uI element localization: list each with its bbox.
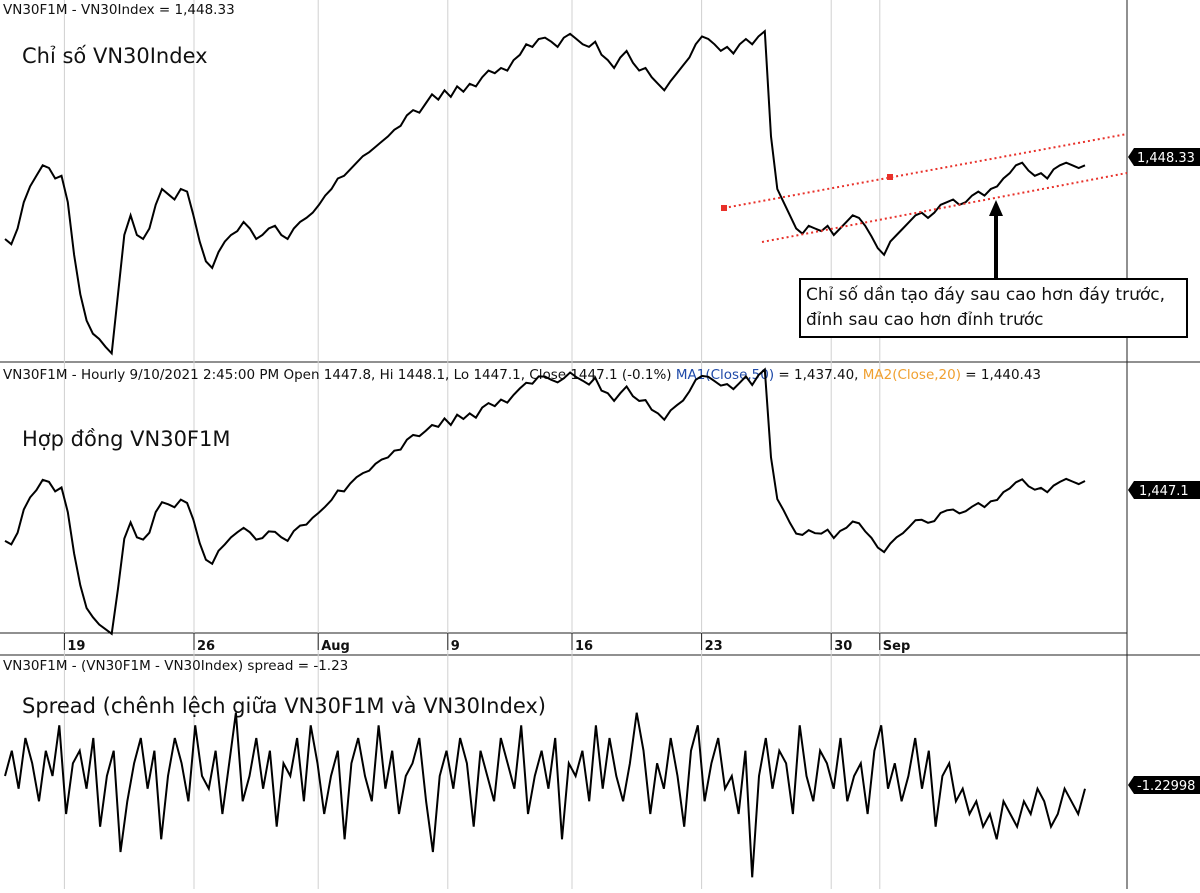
- x-tick-label: Sep: [883, 639, 911, 654]
- panel1-title: Chỉ số VN30Index: [22, 44, 208, 68]
- x-tick-label: 30: [834, 639, 852, 654]
- panel1-header: VN30F1M - VN30Index = 1,448.33: [3, 2, 235, 18]
- x-tick-label: 26: [197, 639, 215, 654]
- x-tick-label: 16: [575, 639, 593, 654]
- vn30index-line: [4, 29, 1086, 356]
- x-tick-label: 19: [67, 639, 85, 654]
- panel2-title: Hợp đồng VN30F1M: [22, 427, 231, 451]
- last-value-label-2: 1,447.1: [1139, 484, 1189, 499]
- x-tick-label: Aug: [321, 639, 350, 654]
- grid-layer: [63, 0, 881, 889]
- last-value-box-2: [1128, 481, 1200, 499]
- last-value-label-1: 1,448.33: [1137, 151, 1195, 166]
- last-value-box-3: [1128, 776, 1200, 794]
- annotation-arrow-head: [989, 200, 1003, 216]
- x-tick-layer: 19 26 Aug 9 16 23 30 Sep: [63, 633, 911, 654]
- panel3-title: Spread (chênh lệch giữa VN30F1M và VN30I…: [22, 694, 546, 718]
- panel2-header: VN30F1M - Hourly 9/10/2021 2:45:00 PM Op…: [3, 367, 1041, 383]
- annotation-box: [799, 278, 1188, 338]
- trend-lower-line: [761, 172, 1128, 243]
- annotation-line-2: đỉnh sau cao hơn đỉnh trước: [806, 310, 1044, 330]
- trend-upper-line: [723, 133, 1128, 209]
- trend-marker-2: [887, 174, 893, 180]
- panel3-header: VN30F1M - (VN30F1M - VN30Index) spread =…: [3, 658, 348, 674]
- x-tick-label: 23: [705, 639, 723, 654]
- vn30f1m-line: [4, 367, 1086, 636]
- x-tick-label: 9: [451, 639, 460, 654]
- last-value-box-1: [1128, 148, 1200, 166]
- last-value-label-3: -1.22998: [1137, 779, 1195, 794]
- annotation-line-1: Chỉ số dần tạo đáy sau cao hơn đáy trước…: [806, 284, 1165, 305]
- spread-line: [4, 712, 1086, 878]
- trend-marker-1: [721, 205, 727, 211]
